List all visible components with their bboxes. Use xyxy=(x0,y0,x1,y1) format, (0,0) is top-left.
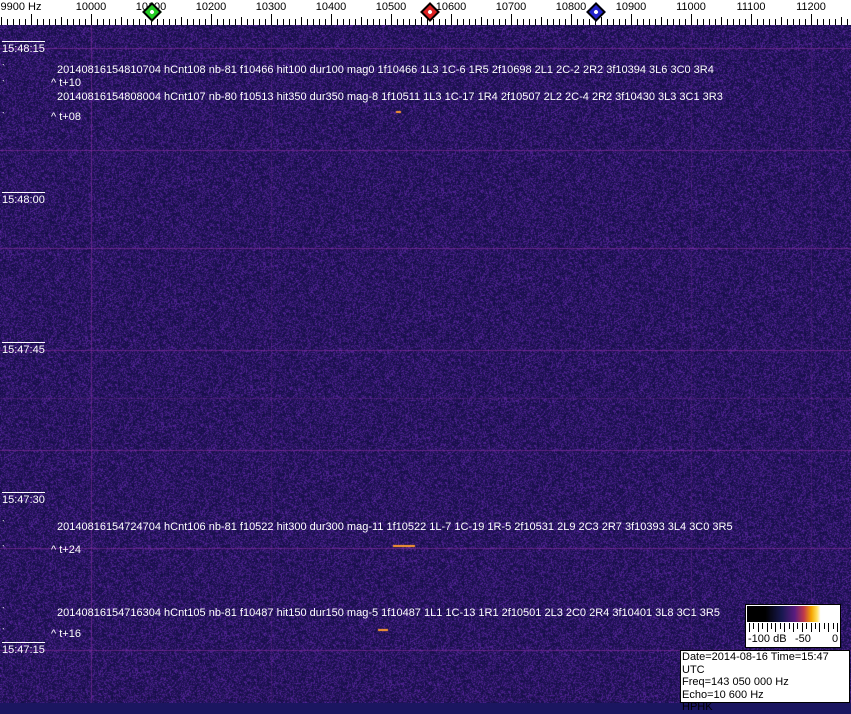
time-label: 15:48:00 xyxy=(2,192,45,206)
frequency-tick-label: 10900 xyxy=(615,1,647,13)
time-label: 15:47:30 xyxy=(2,492,45,506)
time-label: 15:48:15 xyxy=(2,41,45,55)
event-line: 20140816154716304 hCnt105 nb-81 f10487 h… xyxy=(57,607,720,619)
event-offset: ^ t+08 xyxy=(51,111,81,123)
event-tick: ` xyxy=(2,111,5,121)
frequency-tick-label: 10300 xyxy=(255,1,287,13)
event-tick: ` xyxy=(2,606,5,616)
color-gradient xyxy=(747,606,839,622)
frequency-tick-label: 9900 Hz xyxy=(0,1,42,13)
frequency-tick-label: 10800 xyxy=(555,1,587,13)
event-tick: ` xyxy=(2,79,5,89)
color-scale-legend: -100 dB -50 0 xyxy=(745,604,841,648)
event-tick: ` xyxy=(2,63,5,73)
echo-frequency: Echo=10 600 Hz xyxy=(682,688,764,701)
event-tick: ` xyxy=(2,627,5,637)
scale-label-mid: -50 xyxy=(795,633,811,645)
spectrogram xyxy=(0,25,851,703)
frequency: Freq=143 050 000 Hz xyxy=(682,676,789,688)
event-tick: ` xyxy=(2,519,5,529)
event-offset: ^ t+16 xyxy=(51,628,81,640)
info-box: Date=2014-08-16 Time=15:47 UTC Freq=143 … xyxy=(680,650,850,713)
event-offset: ^ t+10 xyxy=(51,77,81,89)
event-line: 20140816154724704 hCnt106 nb-81 f10522 h… xyxy=(57,521,733,533)
event-tick: ` xyxy=(2,544,5,554)
ruler-ticks xyxy=(1,14,848,25)
time-label: 15:47:45 xyxy=(2,342,45,356)
event-line: 20140816154808004 hCnt107 nb-80 f10513 h… xyxy=(57,91,723,103)
event-line: 20140816154810704 hCnt108 nb-81 f10466 h… xyxy=(57,64,714,76)
frequency-tick-label: 10700 xyxy=(495,1,527,13)
frequency-tick-label: 10500 xyxy=(375,1,407,13)
date-time: Date=2014-08-16 Time=15:47 UTC xyxy=(682,651,829,676)
frequency-tick-label: 11100 xyxy=(736,1,766,13)
frequency-tick-label: 10000 xyxy=(75,1,107,13)
frequency-tick-label: 10200 xyxy=(195,1,227,13)
frequency-tick-label: 10600 xyxy=(435,1,467,13)
color-scale-ticks xyxy=(749,623,838,632)
event-offset: ^ t+24 xyxy=(51,544,81,556)
scale-label-max: 0 xyxy=(832,633,839,645)
frequency-ruler xyxy=(0,0,851,25)
scale-label-min: -100 dB xyxy=(748,633,787,645)
frequency-tick-label: 11000 xyxy=(676,1,706,13)
frequency-tick-label: 10400 xyxy=(315,1,347,13)
frequency-tick-label: 11200 xyxy=(796,1,826,13)
time-label: 15:47:15 xyxy=(2,642,45,656)
